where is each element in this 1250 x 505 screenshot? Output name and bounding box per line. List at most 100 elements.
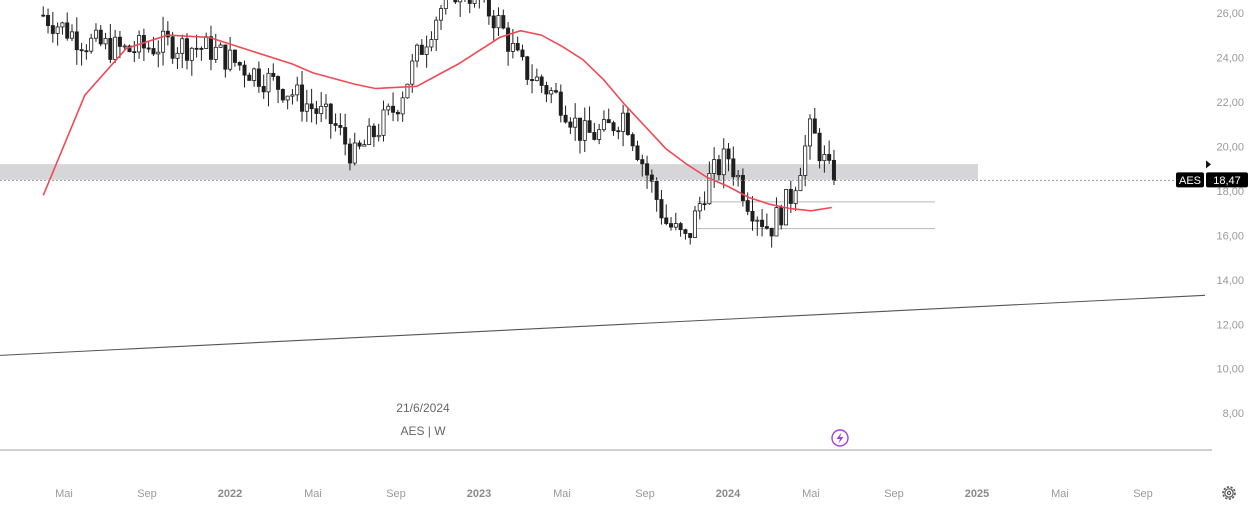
candle[interactable] (60, 21, 65, 35)
trend-line[interactable] (0, 294, 1206, 356)
candle[interactable] (266, 68, 271, 107)
candle[interactable] (726, 143, 731, 172)
candle[interactable] (721, 138, 726, 189)
moving-average-line[interactable] (42, 29, 832, 212)
candle[interactable] (568, 117, 573, 134)
candle[interactable] (300, 70, 305, 122)
candle[interactable] (232, 49, 237, 67)
candle[interactable] (79, 42, 84, 66)
candle[interactable] (333, 113, 338, 132)
candle[interactable] (458, 0, 463, 17)
candle[interactable] (606, 108, 611, 124)
candle[interactable] (347, 138, 352, 171)
candle[interactable] (132, 41, 137, 63)
candle[interactable] (180, 34, 185, 69)
candle[interactable] (41, 6, 46, 18)
candle[interactable] (175, 47, 180, 69)
candle[interactable] (549, 87, 554, 104)
candle[interactable] (256, 61, 261, 93)
candle[interactable] (463, 0, 466, 2)
candle[interactable] (280, 88, 285, 103)
candle[interactable] (84, 44, 89, 60)
candle[interactable] (506, 22, 511, 66)
candle[interactable] (352, 132, 357, 166)
candle[interactable] (736, 170, 741, 187)
candle[interactable] (793, 186, 798, 211)
candle[interactable] (218, 42, 223, 48)
candle[interactable] (664, 204, 669, 226)
candle[interactable] (453, 0, 458, 4)
candle[interactable] (788, 180, 793, 213)
candle[interactable] (199, 46, 204, 61)
candle[interactable] (295, 76, 300, 102)
candle[interactable] (185, 33, 190, 70)
candle[interactable] (702, 191, 707, 211)
candle[interactable] (89, 33, 94, 54)
candle[interactable] (812, 107, 817, 134)
candle[interactable] (520, 44, 525, 61)
candle[interactable] (611, 120, 616, 136)
candle[interactable] (645, 155, 650, 189)
candle[interactable] (252, 67, 257, 87)
candle[interactable] (587, 106, 592, 133)
candle[interactable] (483, 0, 486, 3)
candle[interactable] (491, 9, 496, 41)
candle[interactable] (247, 72, 252, 81)
candle[interactable] (716, 154, 721, 181)
candle[interactable] (74, 17, 79, 65)
candle[interactable] (525, 55, 530, 85)
candle[interactable] (204, 32, 209, 49)
candle[interactable] (831, 149, 836, 185)
candle[interactable] (554, 82, 559, 94)
candle[interactable] (635, 140, 640, 162)
candle[interactable] (189, 46, 194, 76)
candle[interactable] (381, 100, 386, 142)
candle[interactable] (98, 25, 103, 47)
candle[interactable] (669, 217, 674, 231)
candle[interactable] (146, 41, 151, 53)
candle[interactable] (261, 74, 266, 99)
candle[interactable] (395, 109, 400, 122)
candle[interactable] (103, 32, 108, 50)
candle[interactable] (371, 123, 376, 147)
candle[interactable] (807, 114, 812, 160)
candle[interactable] (314, 100, 319, 125)
candle[interactable] (438, 5, 443, 30)
candle[interactable] (697, 196, 702, 220)
candle[interactable] (108, 23, 113, 64)
candle[interactable] (563, 105, 568, 124)
candle[interactable] (113, 29, 118, 64)
candle[interactable] (755, 216, 760, 236)
candle[interactable] (692, 205, 697, 238)
candle[interactable] (419, 39, 424, 55)
candle[interactable] (496, 7, 501, 36)
candle[interactable] (515, 36, 520, 52)
candle[interactable] (592, 122, 597, 141)
candle[interactable] (558, 84, 563, 123)
candle[interactable] (467, 0, 472, 14)
candle[interactable] (688, 233, 693, 245)
candle[interactable] (478, 0, 481, 9)
candle[interactable] (539, 74, 544, 93)
candle[interactable] (367, 118, 372, 146)
candle[interactable] (242, 60, 247, 88)
candle[interactable] (822, 145, 827, 173)
candle[interactable] (760, 208, 765, 237)
candle[interactable] (740, 168, 745, 207)
candle[interactable] (223, 44, 228, 78)
candle[interactable] (213, 33, 218, 63)
candle[interactable] (707, 161, 712, 205)
candle[interactable] (50, 11, 55, 43)
candle[interactable] (764, 213, 769, 230)
candle[interactable] (649, 169, 654, 193)
candle[interactable] (582, 107, 587, 153)
candle[interactable] (228, 36, 233, 72)
candle[interactable] (731, 146, 736, 186)
lightning-icon[interactable] (831, 429, 849, 447)
candle[interactable] (534, 68, 539, 82)
candle[interactable] (673, 212, 678, 231)
candle[interactable] (161, 16, 166, 66)
candle[interactable] (621, 104, 626, 147)
